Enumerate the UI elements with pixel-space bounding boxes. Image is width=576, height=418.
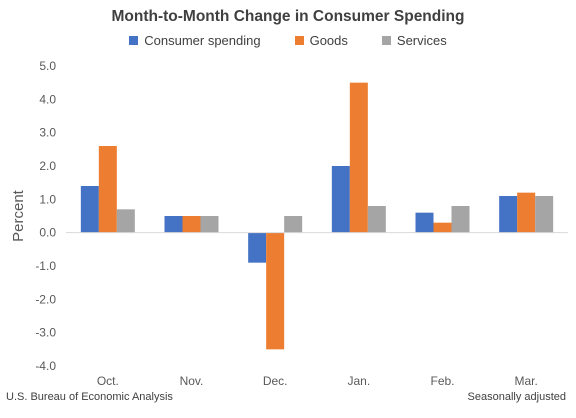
bar-consumer-spending: [415, 212, 434, 233]
x-tick-label: Nov.: [180, 374, 204, 388]
y-tick-label: -1.0: [35, 259, 56, 273]
bar-goods: [517, 192, 536, 233]
y-tick-label: 0.0: [39, 226, 56, 240]
bar-goods: [433, 222, 452, 233]
y-tick-label: 2.0: [39, 159, 56, 173]
chart-title: Month-to-Month Change in Consumer Spendi…: [111, 8, 465, 25]
y-tick-label: -4.0: [35, 359, 56, 373]
legend-swatch-goods: [294, 36, 304, 45]
bar-services: [284, 216, 303, 233]
y-tick-label: -2.0: [35, 292, 56, 306]
y-tick-label: -3.0: [35, 326, 56, 340]
y-tick-label: 5.0: [39, 59, 56, 73]
x-tick-label: Oct.: [97, 374, 119, 388]
legend-item-goods: Goods: [294, 33, 348, 48]
bar-consumer-spending: [331, 166, 350, 233]
legend-item-consumer-spending: Consumer spending: [129, 33, 261, 48]
source-note: U.S. Bureau of Economic Analysis: [6, 391, 173, 403]
bar-services: [200, 216, 219, 233]
bar-consumer-spending: [80, 186, 99, 233]
x-tick-label: Feb.: [430, 374, 454, 388]
y-tick-label: 4.0: [39, 92, 56, 106]
bar-consumer-spending: [499, 196, 518, 233]
legend-label-services: Services: [396, 33, 447, 48]
seasonal-note: Seasonally adjusted: [467, 391, 566, 403]
bar-services: [116, 209, 135, 233]
y-tick-label: 3.0: [39, 126, 56, 140]
x-tick-label: Mar.: [514, 374, 537, 388]
bar-consumer-spending: [164, 216, 183, 233]
bar-goods: [349, 82, 368, 233]
bar-services: [367, 206, 386, 233]
bar-goods: [266, 232, 285, 350]
legend-item-services: Services: [381, 33, 447, 48]
legend-swatch-services: [381, 36, 391, 45]
y-tick-label: 1.0: [39, 192, 56, 206]
x-tick-label: Dec.: [263, 374, 288, 388]
legend-swatch-consumer-spending: [129, 36, 139, 45]
bar-goods: [182, 216, 201, 233]
legend-label-goods: Goods: [309, 33, 348, 48]
y-axis-title: Percent: [10, 189, 27, 242]
bar-goods: [98, 146, 117, 233]
chart-legend: Consumer spending Goods Services: [0, 33, 576, 48]
bar-consumer-spending: [248, 232, 267, 263]
bar-services: [535, 196, 554, 233]
legend-label-consumer-spending: Consumer spending: [144, 33, 261, 48]
bar-services: [451, 206, 470, 233]
x-tick-label: Jan.: [347, 374, 370, 388]
